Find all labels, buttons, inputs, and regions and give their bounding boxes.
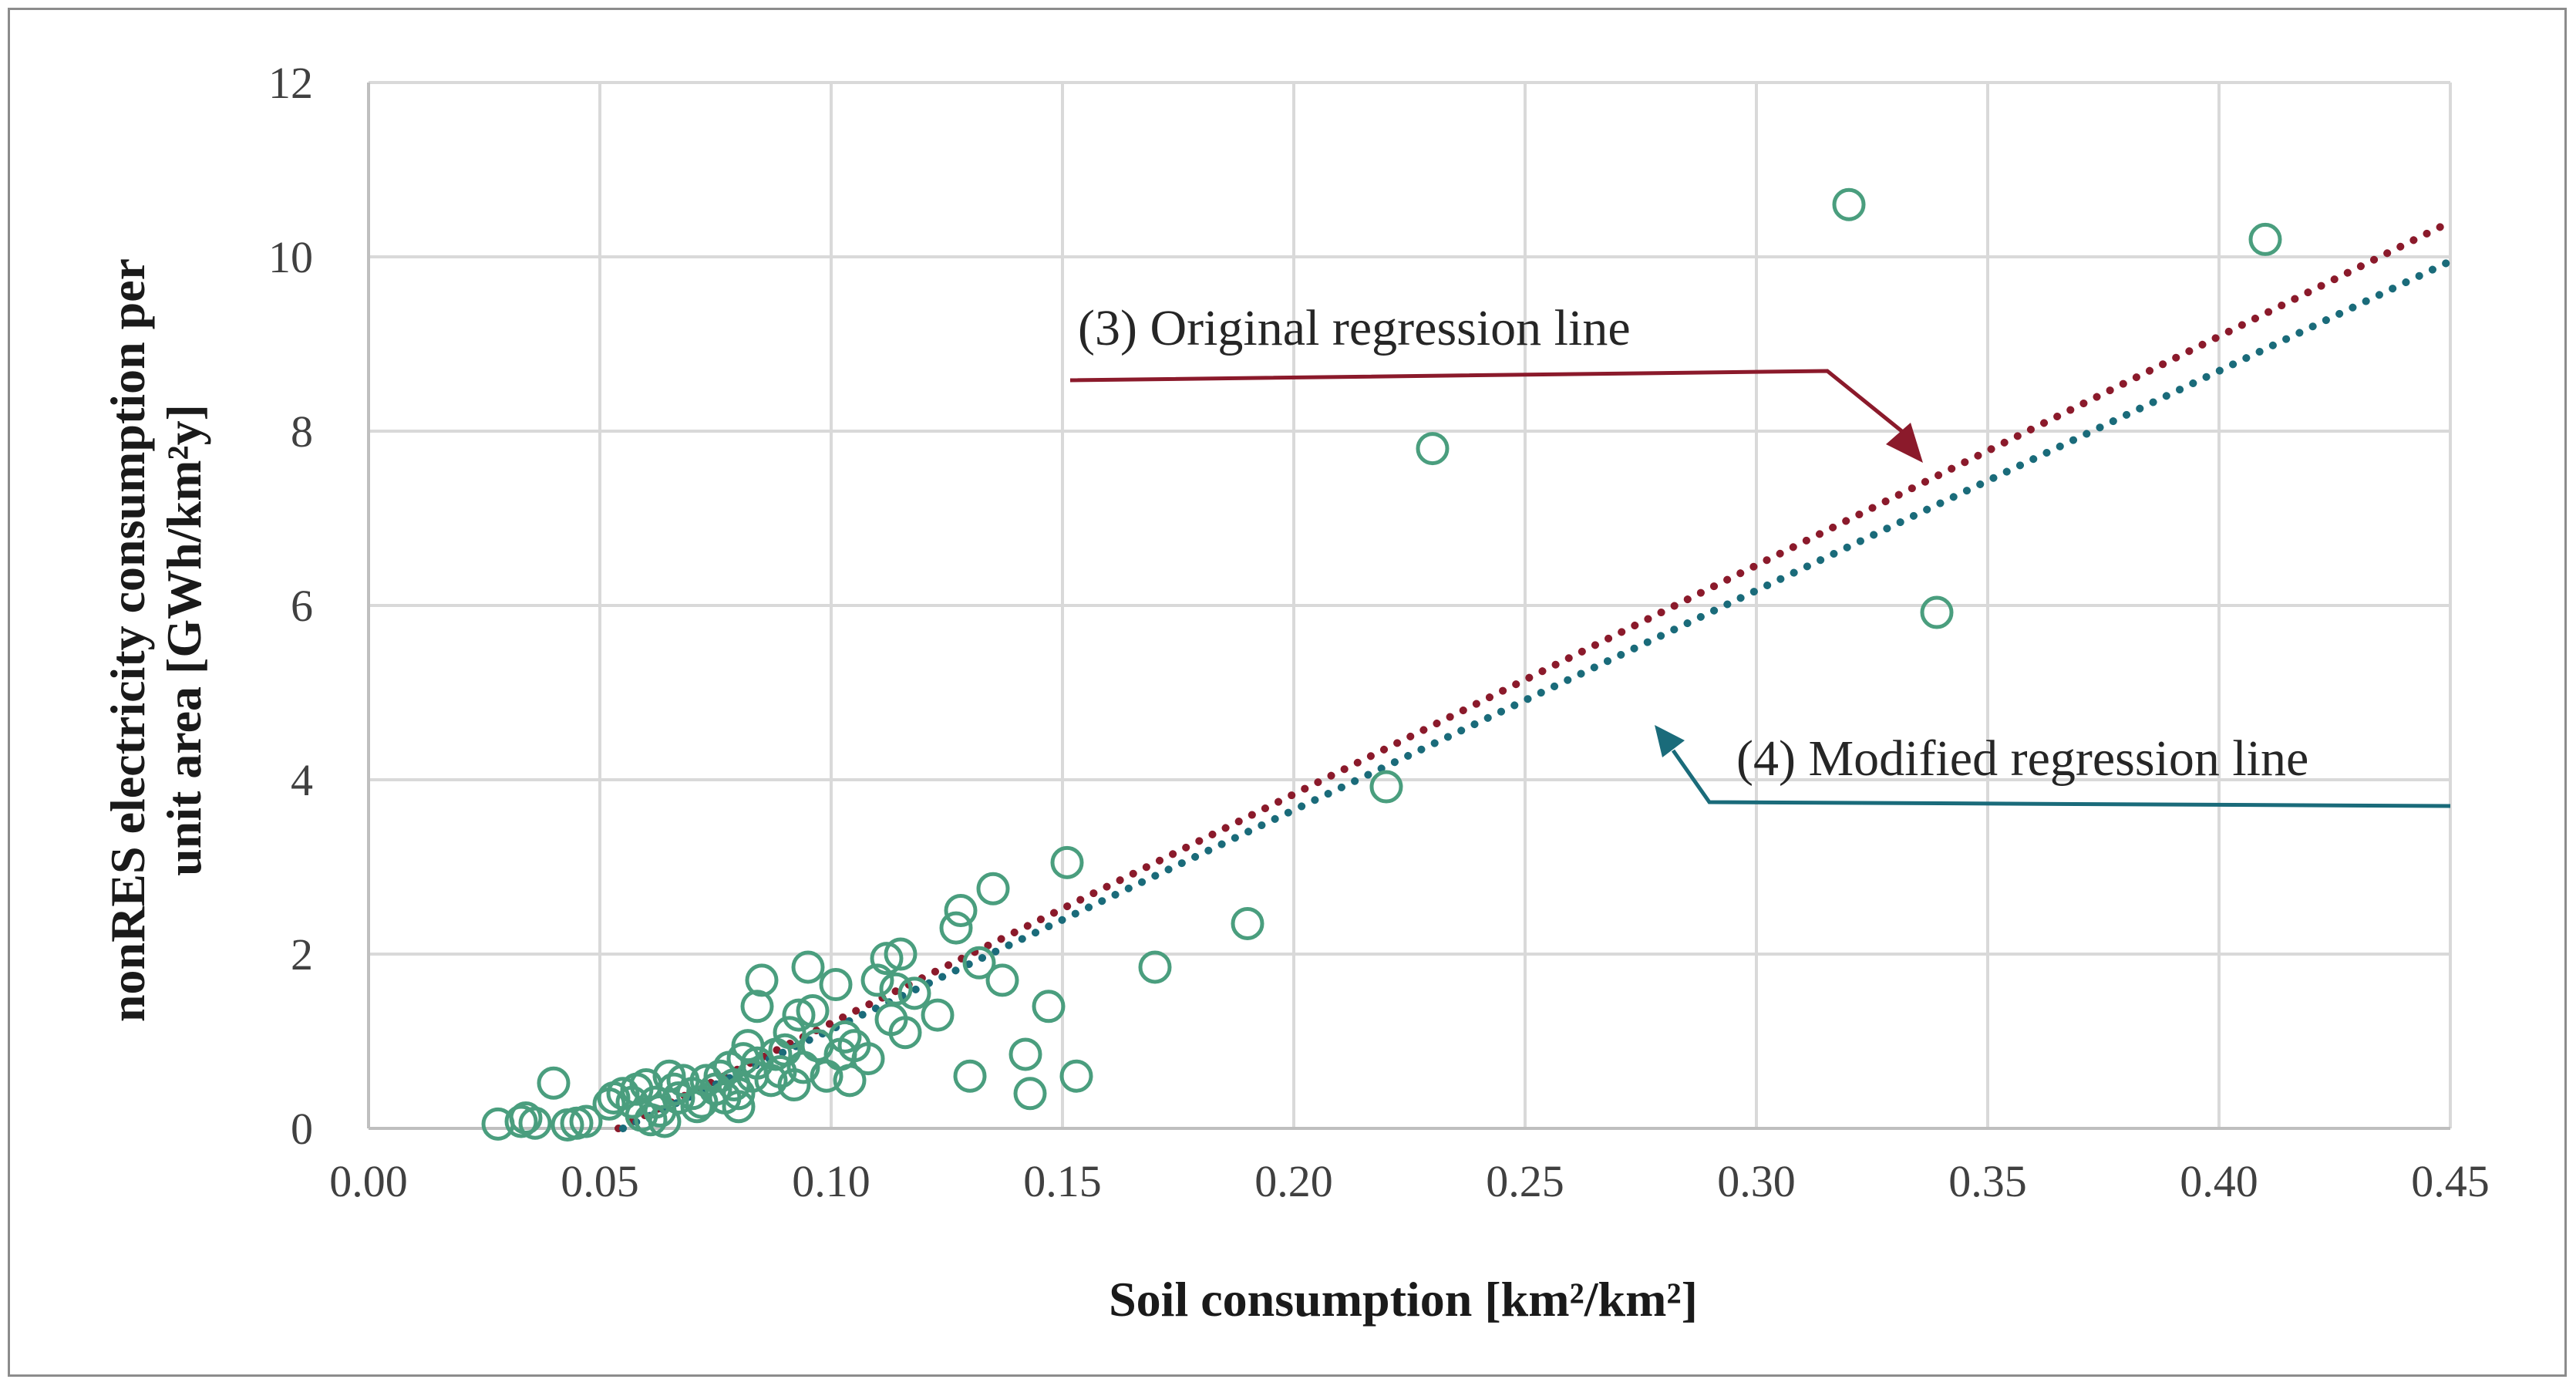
data-point — [944, 894, 978, 927]
data-point — [939, 911, 973, 945]
x-tick-label: 0.35 — [1948, 1156, 2027, 1206]
y-axis-title-line-1: nonRES electricity consumption per — [100, 258, 155, 1022]
data-point — [1013, 1077, 1047, 1111]
y-tick-label: 8 — [291, 406, 313, 457]
data-point — [1920, 595, 1954, 629]
data-points — [481, 187, 2282, 1142]
original-regression-line — [615, 218, 2454, 1132]
annotation-modified-label: (4) Modified regression line — [1736, 730, 2308, 787]
data-point — [796, 993, 830, 1027]
data-point — [1369, 770, 1403, 804]
data-point — [504, 1104, 538, 1138]
data-point — [606, 1077, 640, 1111]
data-point — [962, 946, 996, 980]
gridlines — [369, 81, 2452, 1128]
data-point — [870, 942, 904, 976]
tick-labels: 0.00 0.05 0.10 0.15 0.20 0.25 0.30 0.35 0.40 0.45… — [268, 58, 2490, 1206]
x-tick-label: 0.10 — [792, 1156, 870, 1206]
axes — [367, 83, 2450, 1130]
y-tick-label: 4 — [291, 755, 313, 805]
x-tick-label: 0.00 — [329, 1156, 408, 1206]
annotation-modified-arrow — [1671, 749, 2451, 808]
y-axis-title-line-2: unit area [GWh/km²y] — [157, 404, 211, 876]
annotation-modified-arrowhead — [1655, 725, 1685, 757]
x-tick-label: 0.40 — [2180, 1156, 2258, 1206]
data-point — [1050, 845, 1084, 879]
data-point — [851, 1042, 885, 1076]
x-tick-label: 0.05 — [561, 1156, 639, 1206]
x-tick-label: 0.25 — [1486, 1156, 1564, 1206]
data-point — [819, 968, 853, 1002]
annotation-original-arrow — [1069, 369, 1909, 437]
chart-frame — [8, 8, 2567, 1377]
data-point — [569, 1104, 603, 1138]
data-point — [879, 972, 913, 1006]
data-point — [722, 1090, 756, 1124]
data-point — [828, 1020, 862, 1054]
data-point — [985, 963, 1019, 997]
data-point — [884, 937, 918, 971]
annotation-original-label: (3) Original regression line — [1078, 300, 1631, 356]
data-point — [773, 1016, 806, 1050]
data-point — [1032, 990, 1066, 1023]
data-point — [777, 1068, 811, 1101]
regression-lines — [615, 218, 2454, 1132]
modified-regression-line — [619, 257, 2454, 1132]
data-point — [897, 976, 931, 1010]
y-tick-label: 12 — [268, 58, 313, 108]
data-point — [754, 1064, 788, 1098]
data-point — [976, 872, 1010, 905]
data-point — [1009, 1037, 1042, 1071]
data-point — [1059, 1059, 1093, 1093]
data-point — [518, 1106, 552, 1140]
data-point — [921, 998, 955, 1032]
data-point — [782, 998, 816, 1032]
x-tick-label: 0.15 — [1023, 1156, 1102, 1206]
data-point — [2248, 222, 2282, 256]
x-tick-label: 0.30 — [1717, 1156, 1796, 1206]
data-point — [1138, 950, 1172, 984]
data-point — [1416, 432, 1450, 466]
y-tick-label: 6 — [291, 581, 313, 631]
data-point — [1832, 187, 1866, 221]
data-point — [634, 1103, 668, 1137]
x-axis-title: Soil consumption [km²/km²] — [1109, 1272, 1698, 1327]
data-point — [745, 963, 779, 997]
annotations: (3) Original regression line (4) Modifie… — [1069, 300, 2451, 808]
data-point — [860, 963, 894, 997]
data-point — [537, 1066, 571, 1100]
x-tick-label: 0.45 — [2411, 1156, 2490, 1206]
x-tick-label: 0.20 — [1254, 1156, 1333, 1206]
data-point — [791, 950, 825, 984]
data-point — [888, 1016, 922, 1050]
annotation-original-arrowhead — [1886, 423, 1923, 463]
data-point — [953, 1059, 987, 1093]
y-tick-label: 2 — [291, 929, 313, 980]
data-point — [833, 1064, 867, 1098]
data-point — [768, 1033, 802, 1067]
y-tick-label: 0 — [291, 1104, 313, 1154]
data-point — [1231, 906, 1264, 940]
y-tick-label: 10 — [268, 232, 313, 282]
data-point — [662, 1081, 695, 1115]
data-point — [740, 990, 774, 1023]
